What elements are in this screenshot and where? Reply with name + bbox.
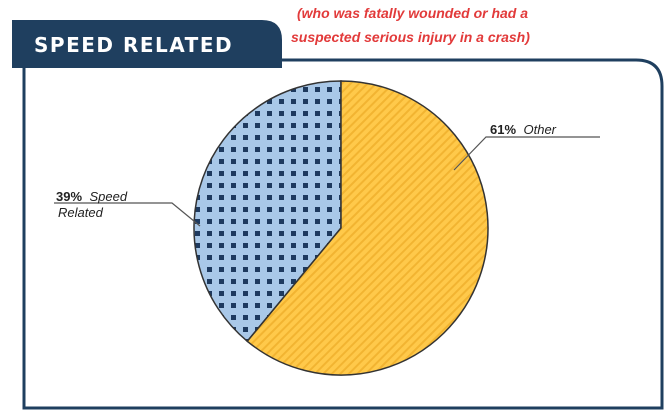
content-frame-border bbox=[22, 58, 664, 410]
other-percent-label: 61% bbox=[490, 122, 516, 137]
speed-label: 39% Speed bbox=[56, 188, 128, 205]
speed-percent-label: 39% bbox=[56, 189, 82, 204]
pie-slice-other bbox=[246, 80, 489, 376]
pie-slice-speed-related bbox=[193, 80, 342, 343]
header-tab bbox=[12, 20, 282, 68]
chart-subtitle-line-2: suspected serious injury in a crash) bbox=[291, 29, 530, 45]
other-name-label: Other bbox=[523, 122, 556, 137]
speed-name-label-line-1: Speed bbox=[89, 189, 127, 204]
pie-group bbox=[193, 80, 489, 376]
speed-label-leader bbox=[54, 202, 201, 227]
other-label-leader bbox=[453, 136, 600, 171]
other-label: 61% Other bbox=[490, 121, 557, 138]
chart-title: SPEED RELATED bbox=[34, 33, 233, 57]
speed-name-label-line-2: Related bbox=[58, 205, 104, 220]
chart-subtitle-line-1: (who was fatally wounded or had a bbox=[297, 5, 528, 21]
